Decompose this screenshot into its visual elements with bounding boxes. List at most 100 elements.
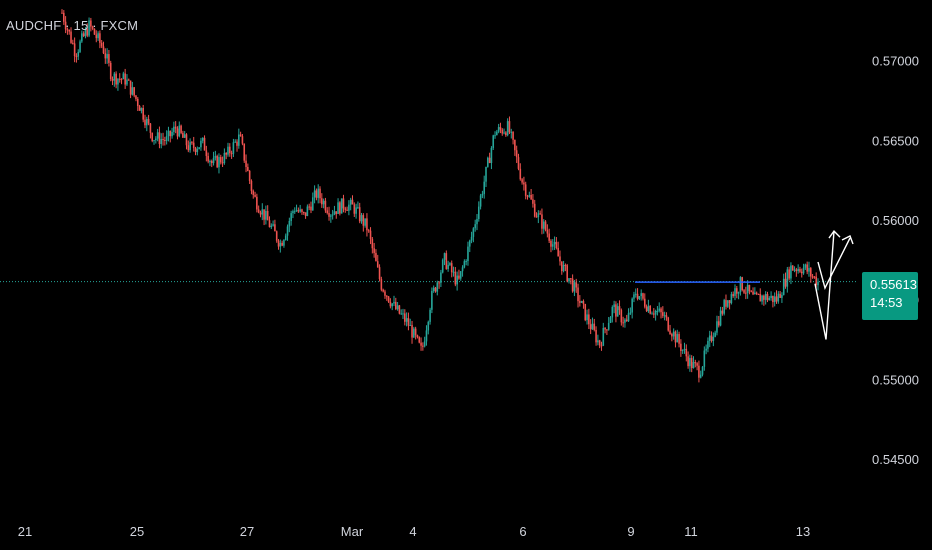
candle-body	[328, 212, 330, 217]
candle-body	[339, 202, 341, 214]
candle-body	[750, 291, 753, 293]
candle-body	[624, 319, 626, 323]
candle-body	[714, 332, 716, 337]
candle-body	[360, 215, 363, 222]
candle-body	[301, 209, 303, 213]
candle-body	[331, 214, 334, 216]
candle-body	[690, 358, 693, 369]
candle-body	[194, 147, 197, 153]
candle-body	[477, 206, 480, 219]
candle-body	[146, 118, 148, 126]
candle-body	[532, 199, 534, 204]
candle-body	[456, 275, 458, 285]
x-tick-label: Mar	[341, 524, 364, 539]
candle-body	[425, 330, 428, 342]
candle-body	[221, 162, 224, 164]
candle-body	[541, 214, 543, 229]
x-tick-label: 4	[409, 524, 416, 539]
candle-body	[418, 337, 421, 343]
projection-arrow-short[interactable]	[817, 237, 851, 290]
candle-body	[108, 54, 110, 63]
candle-body	[357, 207, 359, 209]
candle-body	[503, 132, 505, 134]
candle-body	[499, 127, 502, 130]
candle-body	[725, 300, 727, 307]
candle-body	[665, 315, 668, 318]
candle-body	[380, 279, 383, 290]
candle-body	[811, 276, 814, 278]
candle-body	[404, 313, 406, 322]
candle-body	[275, 231, 278, 241]
candle-body	[162, 138, 164, 140]
candle-body	[817, 281, 819, 286]
candle-body	[458, 275, 460, 279]
candle-body	[698, 365, 700, 378]
candle-body	[804, 264, 807, 268]
candle-body	[671, 334, 673, 337]
candle-body	[745, 292, 747, 294]
candle-body	[91, 26, 94, 29]
candle-body	[580, 300, 583, 303]
candle-body	[133, 87, 135, 96]
candle-body	[366, 218, 368, 231]
candle-body	[344, 208, 347, 210]
candle-body	[173, 126, 175, 133]
candle-body	[645, 306, 648, 312]
candle-body	[539, 213, 541, 215]
projection-arrow-down-up[interactable]	[814, 231, 835, 340]
candle-body	[104, 53, 107, 59]
candle-body	[290, 213, 292, 221]
candle-body	[422, 345, 424, 347]
candle-body	[99, 33, 101, 43]
candle-body	[643, 298, 646, 307]
candle-body	[95, 34, 98, 39]
candle-body	[797, 268, 799, 272]
candle-body	[633, 294, 635, 299]
candle-body	[573, 282, 576, 292]
candle-body	[521, 179, 523, 183]
candle-body	[472, 228, 475, 237]
candle-body	[672, 331, 675, 337]
candle-body	[256, 196, 258, 210]
candle-body	[795, 269, 798, 272]
candle-body	[340, 198, 343, 214]
candle-body	[631, 298, 633, 313]
x-tick-label: 6	[519, 524, 526, 539]
candle-body	[566, 265, 569, 282]
candle-body	[248, 170, 251, 181]
candle-body	[82, 33, 85, 37]
candle-body	[692, 362, 695, 369]
candle-body	[485, 166, 487, 182]
candle-body	[302, 212, 305, 214]
candle-body	[106, 54, 108, 59]
candle-body	[68, 29, 71, 32]
candle-body	[806, 264, 808, 272]
current-price-label: 0.55613	[870, 277, 917, 292]
candle-body	[337, 202, 339, 214]
candle-body	[335, 211, 338, 214]
candle-body	[743, 290, 745, 293]
candle-body	[779, 293, 781, 298]
candle-body	[288, 220, 291, 227]
candle-body	[680, 343, 682, 351]
candle-body	[387, 296, 390, 302]
candle-body	[250, 180, 253, 191]
candle-body	[575, 282, 578, 288]
candle-body	[730, 294, 733, 304]
candle-body	[192, 142, 195, 148]
candle-body	[243, 143, 246, 161]
candle-body	[384, 291, 386, 296]
candle-body	[490, 147, 493, 164]
candle-body	[66, 29, 69, 31]
candle-body	[577, 287, 579, 302]
x-tick-label: 11	[684, 524, 698, 539]
candle-body	[523, 182, 525, 185]
candle-body	[203, 137, 206, 151]
candle-body	[571, 278, 574, 292]
candle-body	[420, 342, 422, 346]
candle-body	[122, 73, 125, 80]
candle-body	[330, 215, 332, 217]
candle-body	[669, 330, 671, 335]
candle-body	[510, 131, 513, 133]
